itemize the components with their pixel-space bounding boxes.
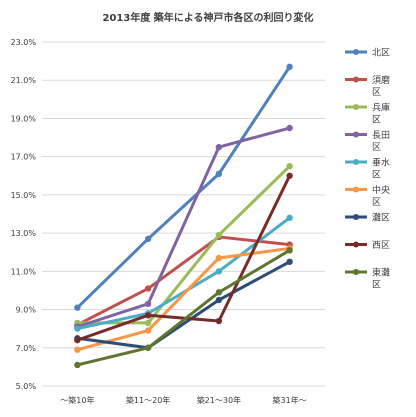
y-tick-label: 21.0% — [11, 76, 37, 85]
data-point — [74, 336, 81, 344]
legend-marker — [353, 241, 359, 248]
data-point — [286, 63, 293, 71]
y-tick-label: 11.0% — [11, 267, 37, 276]
legend-marker — [353, 159, 359, 165]
series-line — [75, 260, 292, 350]
data-point — [144, 300, 152, 308]
legend-marker — [353, 49, 359, 55]
legend-label: 兵庫区 — [372, 102, 390, 126]
series-lines — [74, 63, 293, 369]
data-point — [74, 325, 81, 332]
data-point — [286, 214, 293, 222]
series-line — [75, 174, 292, 342]
legend-marker — [353, 214, 359, 220]
gridlines — [42, 41, 325, 387]
data-point — [215, 170, 223, 178]
legend-marker — [353, 186, 359, 193]
legend-marker — [353, 76, 359, 83]
data-point — [286, 258, 293, 265]
data-point — [74, 346, 81, 353]
legend-marker — [353, 131, 359, 138]
x-tick-label: ～築10年 — [60, 395, 94, 405]
data-point — [286, 124, 293, 132]
chart-title: 2013年度 築年による神戸市各区の利回り変化 — [102, 11, 313, 24]
series-line — [75, 248, 292, 367]
y-tick-label: 13.0% — [11, 229, 37, 238]
legend-marker — [353, 269, 359, 275]
x-axis-ticks: ～築10年 築11～20年 築21～30年 築31年～ — [60, 395, 306, 405]
data-point — [286, 163, 293, 170]
data-point — [144, 344, 152, 351]
data-point — [144, 319, 152, 327]
data-point — [74, 304, 81, 311]
data-point — [74, 361, 81, 369]
data-point — [144, 312, 152, 319]
data-point — [144, 235, 152, 243]
y-tick-label: 15.0% — [11, 191, 37, 200]
data-point — [286, 172, 293, 179]
legend-label: 北区 — [372, 48, 390, 59]
legend-label: 西区 — [372, 240, 390, 251]
data-point — [215, 231, 223, 239]
y-tick-label: 17.0% — [11, 153, 37, 162]
series-line — [75, 216, 292, 331]
data-point — [215, 317, 223, 325]
series-line — [75, 235, 292, 327]
y-tick-label: 19.0% — [11, 114, 37, 123]
legend-label: 須磨区 — [372, 75, 390, 98]
y-tick-label: 7.0% — [16, 344, 37, 353]
legend-label: 灘区 — [372, 212, 390, 224]
data-point — [215, 289, 223, 296]
x-tick-label: 築21～30年 — [197, 395, 241, 405]
data-point — [144, 285, 152, 292]
data-point — [286, 247, 293, 254]
series-line — [75, 126, 292, 329]
y-tick-label: 23.0% — [11, 38, 37, 47]
legend-label: 垂水区 — [372, 157, 390, 181]
legend-label: 中央区 — [372, 184, 390, 208]
legend-label: 長田区 — [372, 130, 390, 153]
legend-marker — [353, 104, 359, 110]
data-point — [144, 327, 152, 334]
data-point — [215, 296, 223, 304]
data-point — [215, 254, 223, 262]
y-axis-ticks: 5.0% 7.0% 9.0% 11.0% 13.0% 15.0% 17.0% 19.0% 21.… — [11, 38, 37, 391]
series-line — [75, 164, 292, 325]
legend-label: 東灘区 — [372, 267, 390, 291]
series-line — [75, 246, 292, 352]
data-point — [215, 143, 223, 151]
data-point — [215, 268, 223, 275]
series-line — [75, 65, 292, 310]
x-tick-label: 築11～20年 — [126, 395, 170, 405]
y-tick-label: 9.0% — [16, 306, 37, 315]
y-tick-label: 5.0% — [16, 382, 37, 391]
x-tick-label: 築31年～ — [273, 395, 307, 405]
